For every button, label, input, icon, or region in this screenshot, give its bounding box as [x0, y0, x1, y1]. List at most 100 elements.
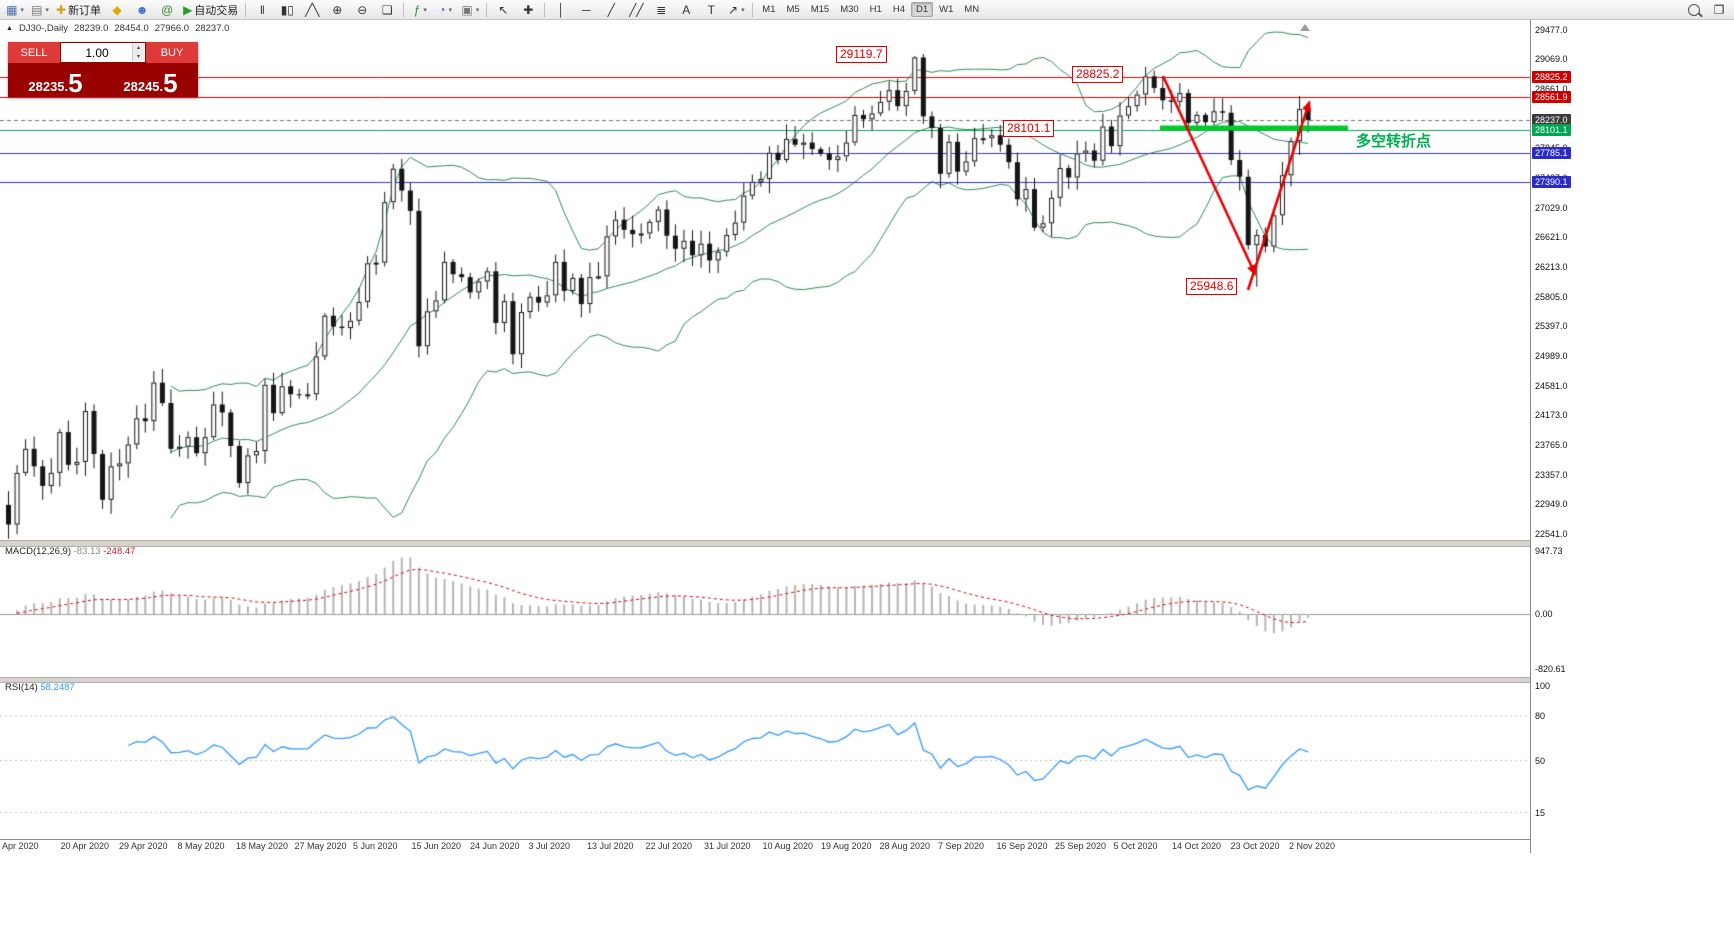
buy-price-small: 28245. [123, 79, 164, 94]
price-axis[interactable]: 29477.029069.028661.028253.027845.027437… [1530, 20, 1603, 853]
timeframe-m1[interactable]: M1 [762, 4, 776, 15]
date-label: 14 Oct 2020 [1172, 841, 1222, 851]
new-chart-icon[interactable]: ▦ ▾ [3, 1, 27, 18]
new-order-button[interactable]: ✚ 新订单 [53, 1, 104, 18]
bar-chart-icon[interactable]: ‖ [250, 1, 274, 18]
price-tick: 23357.0 [1535, 469, 1568, 480]
buy-price[interactable]: 28245. 5 [103, 63, 198, 97]
toolbar: ▦ ▾ ▤ ▾ ✚ 新订单 ◆ ☻ @ ▶ 自动交易 ‖ ▮▯ ╱╲ ⊕ ⊖ ❏ ƒ ▾ ◔ ▾ ▣ ▾ ↖ ✚ │ ─ ╱ ╱╱ ≣ A T… [0, 0, 1734, 20]
date-label: 16 Sep 2020 [996, 841, 1048, 851]
timeframe-m15[interactable]: M15 [810, 4, 830, 15]
search-button[interactable] [1682, 1, 1706, 18]
cursor-icon[interactable]: ↖ [491, 1, 515, 18]
horizontal-line-icon: ─ [582, 2, 591, 17]
close-value: 28237.0 [195, 23, 230, 34]
date-label: 10 Aug 2020 [762, 841, 814, 851]
date-axis[interactable]: Apr 2020 20 Apr 2020 29 Apr 2020 8 May 2020… [0, 841, 1530, 854]
chevron-down-icon: ▾ [448, 6, 453, 14]
date-label: 22 Jul 2020 [645, 841, 693, 851]
indicators-icon[interactable]: ƒ ▾ [408, 1, 432, 18]
cursor-icon: ↖ [498, 2, 509, 17]
panel-separator-macd[interactable] [0, 540, 1600, 547]
arrows-icon[interactable]: ↗ ▾ [724, 1, 748, 18]
alerts-icon[interactable]: ◆ [105, 1, 129, 18]
price-tick: 25805.0 [1535, 291, 1568, 302]
trendline-icon[interactable]: ╱ [599, 1, 623, 18]
timeframe-d1[interactable]: D1 [910, 2, 934, 17]
rsi-axis-tick: 15 [1535, 807, 1546, 818]
date-label: 3 Jul 2020 [528, 841, 571, 851]
mql5-icon: @ [160, 2, 174, 17]
chevron-down-icon: ▾ [423, 6, 427, 14]
new-order-button: ✚ [56, 2, 67, 17]
line-chart-icon[interactable]: ╱╲ [300, 1, 324, 18]
timeframe-h1[interactable]: H1 [869, 4, 882, 15]
date-label: 24 Jun 2020 [470, 841, 520, 851]
sell-button[interactable]: SELL [8, 42, 60, 63]
timeframe-m30[interactable]: M30 [840, 4, 859, 15]
chevron-down-icon: ▾ [20, 6, 24, 14]
buy-button[interactable]: BUY [146, 42, 198, 63]
timeframe-h4[interactable]: H4 [892, 4, 905, 15]
chart-profiles-icon[interactable]: ▤ ▾ [28, 1, 52, 18]
auto-trading-button[interactable]: ▶ 自动交易 [180, 1, 241, 18]
volume-input[interactable] [61, 44, 145, 61]
tile-windows-icon[interactable]: ❏ [375, 1, 399, 18]
volume-increase-button[interactable]: ▴ [136, 45, 140, 51]
label-icon[interactable]: T [699, 1, 723, 18]
horizontal-line-icon[interactable]: ─ [574, 1, 598, 18]
crosshair-icon: ✚ [523, 2, 534, 17]
toolbar-separator [403, 2, 405, 17]
price-tick: 22541.0 [1535, 529, 1568, 540]
fibonacci-icon[interactable]: ≣ [649, 1, 673, 18]
panel-separator-rsi[interactable] [0, 677, 1600, 683]
zoom-out-icon[interactable]: ⊖ [350, 1, 374, 18]
volume-decrease-button[interactable]: ▾ [136, 53, 140, 60]
price-tick: 26621.0 [1535, 232, 1568, 243]
zoom-in-icon[interactable]: ⊕ [325, 1, 349, 18]
collapse-one-click-icon[interactable]: ▲ [6, 25, 13, 32]
community-icon[interactable]: ☻ [130, 1, 154, 18]
timeframe-m5[interactable]: M5 [786, 4, 800, 15]
templates-icon[interactable]: ▣ ▾ [458, 1, 482, 18]
rsi-axis-tick: 80 [1535, 710, 1546, 721]
channel-icon[interactable]: ╱╱ [624, 1, 648, 18]
new-window-button[interactable]: ❐ [1707, 1, 1731, 18]
date-label: 23 Oct 2020 [1230, 841, 1280, 851]
rsi-axis-tick: 100 [1535, 681, 1551, 691]
toolbar-separator [245, 2, 247, 17]
vertical-line-icon: │ [557, 2, 566, 17]
search-icon [1688, 3, 1700, 16]
zoom-in-icon: ⊕ [332, 2, 343, 17]
price-chart-canvas[interactable] [0, 20, 1530, 853]
timeframe-mn[interactable]: MN [964, 4, 980, 15]
sell-price[interactable]: 28235. 5 [8, 63, 103, 97]
vertical-line-icon[interactable]: │ [549, 1, 573, 18]
fibonacci-icon: ≣ [656, 2, 667, 17]
price-badge: 28237.0 [1532, 114, 1571, 127]
price-badge: 28825.2 [1532, 71, 1571, 84]
text-icon[interactable]: A [674, 1, 698, 18]
mql5-icon[interactable]: @ [155, 1, 179, 18]
date-label: 19 Aug 2020 [821, 841, 872, 851]
date-axis-separator [0, 839, 1600, 840]
timeframe-w1[interactable]: W1 [939, 4, 954, 15]
open-value: 28239.0 [74, 23, 109, 34]
toolbar-separator [752, 2, 754, 17]
candlestick-chart-icon: ▮▯ [280, 2, 294, 17]
clock-icon[interactable]: ◔ ▾ [433, 1, 457, 18]
macd-axis-tick: 947.73 [1535, 545, 1563, 556]
rsi-value: 58.2487 [40, 682, 75, 693]
auto-trading-button-label: 自动交易 [194, 4, 239, 17]
price-badge: 27785.1 [1532, 147, 1571, 160]
toolbar-separator [544, 2, 546, 17]
candlestick-chart-icon[interactable]: ▮▯ [275, 1, 299, 18]
crosshair-icon[interactable]: ✚ [516, 1, 540, 18]
one-click-trading-panel: SELL ▴ ▾ BUY 28235. 5 28245. 5 [8, 42, 198, 97]
turning-point-note[interactable]: 多空转折点 [1356, 133, 1432, 150]
low-value: 27966.0 [154, 23, 190, 34]
date-label: 31 Jul 2020 [704, 841, 751, 851]
price-badge: 27390.1 [1532, 175, 1571, 188]
chart-shift-marker-icon[interactable] [1300, 24, 1310, 31]
rsi-indicator-label: RSI(14) 58.2487 [5, 682, 75, 693]
